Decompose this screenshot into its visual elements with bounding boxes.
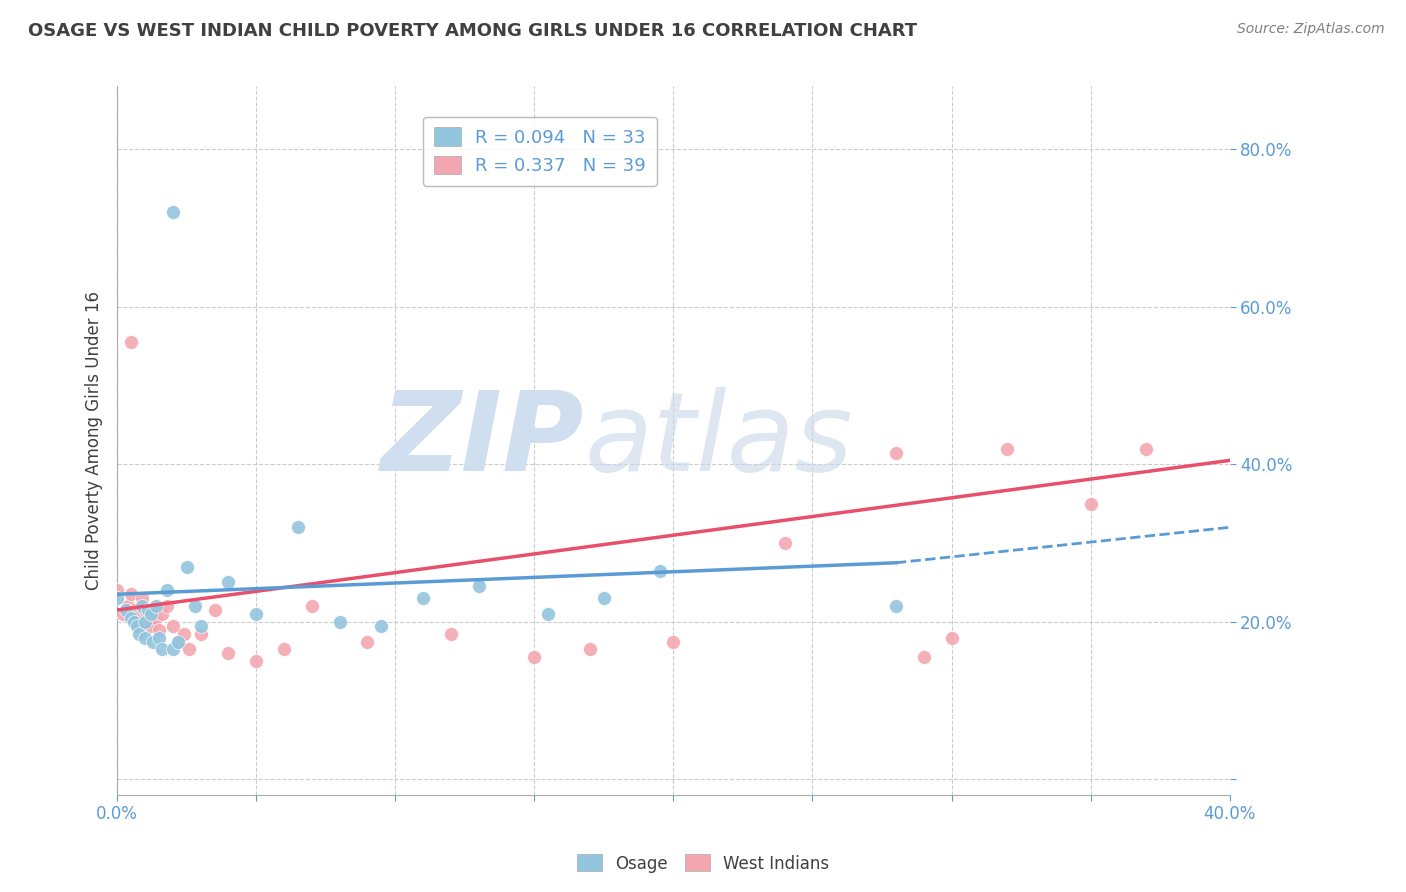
- Point: [136, 603, 159, 617]
- Point: [134, 615, 156, 629]
- Point: [148, 631, 170, 645]
- Point: [204, 603, 226, 617]
- Point: [142, 603, 165, 617]
- Point: [125, 611, 148, 625]
- Point: [190, 619, 212, 633]
- Point: [139, 619, 162, 633]
- Point: [122, 615, 145, 629]
- Point: [162, 205, 184, 219]
- Point: [134, 603, 156, 617]
- Point: [1080, 497, 1102, 511]
- Point: [136, 615, 159, 629]
- Point: [120, 611, 142, 625]
- Legend: R = 0.094   N = 33, R = 0.337   N = 39: R = 0.094 N = 33, R = 0.337 N = 39: [423, 117, 657, 186]
- Point: [156, 599, 179, 613]
- Point: [167, 634, 190, 648]
- Text: atlas: atlas: [585, 387, 853, 494]
- Point: [995, 442, 1018, 456]
- Point: [370, 619, 392, 633]
- Point: [217, 646, 239, 660]
- Point: [884, 599, 907, 613]
- Point: [148, 623, 170, 637]
- Point: [301, 599, 323, 613]
- Point: [523, 650, 546, 665]
- Point: [150, 607, 173, 621]
- Point: [412, 591, 434, 606]
- Point: [167, 634, 190, 648]
- Point: [142, 634, 165, 648]
- Point: [1135, 442, 1157, 456]
- Point: [125, 619, 148, 633]
- Point: [145, 611, 167, 625]
- Point: [156, 583, 179, 598]
- Point: [537, 607, 560, 621]
- Point: [287, 520, 309, 534]
- Text: OSAGE VS WEST INDIAN CHILD POVERTY AMONG GIRLS UNDER 16 CORRELATION CHART: OSAGE VS WEST INDIAN CHILD POVERTY AMONG…: [28, 22, 917, 40]
- Point: [468, 579, 491, 593]
- Point: [273, 642, 295, 657]
- Point: [884, 445, 907, 459]
- Point: [120, 587, 142, 601]
- Point: [139, 607, 162, 621]
- Point: [150, 642, 173, 657]
- Point: [120, 335, 142, 350]
- Point: [105, 583, 128, 598]
- Point: [114, 603, 136, 617]
- Point: [111, 607, 134, 621]
- Point: [134, 631, 156, 645]
- Point: [105, 591, 128, 606]
- Point: [173, 626, 195, 640]
- Point: [648, 564, 671, 578]
- Point: [145, 599, 167, 613]
- Point: [941, 631, 963, 645]
- Point: [184, 599, 207, 613]
- Point: [579, 642, 602, 657]
- Point: [190, 626, 212, 640]
- Point: [593, 591, 616, 606]
- Point: [128, 619, 150, 633]
- Point: [131, 599, 153, 613]
- Point: [176, 559, 198, 574]
- Point: [662, 634, 685, 648]
- Point: [217, 575, 239, 590]
- Point: [440, 626, 463, 640]
- Point: [162, 619, 184, 633]
- Point: [912, 650, 935, 665]
- Point: [162, 642, 184, 657]
- Point: [179, 642, 201, 657]
- Point: [329, 615, 352, 629]
- Point: [122, 603, 145, 617]
- Point: [245, 654, 267, 668]
- Y-axis label: Child Poverty Among Girls Under 16: Child Poverty Among Girls Under 16: [86, 291, 103, 591]
- Point: [245, 607, 267, 621]
- Point: [356, 634, 378, 648]
- Point: [128, 626, 150, 640]
- Point: [117, 599, 139, 613]
- Text: ZIP: ZIP: [381, 387, 585, 494]
- Text: Source: ZipAtlas.com: Source: ZipAtlas.com: [1237, 22, 1385, 37]
- Legend: Osage, West Indians: Osage, West Indians: [571, 847, 835, 880]
- Point: [131, 591, 153, 606]
- Point: [773, 536, 796, 550]
